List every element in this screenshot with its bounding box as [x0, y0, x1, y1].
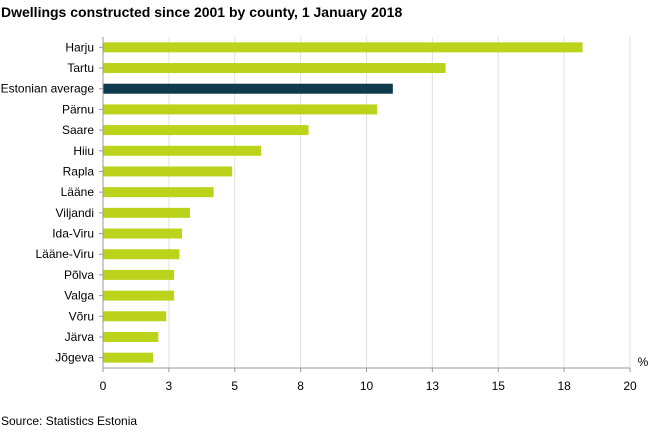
bar-valga: [103, 290, 175, 301]
category-label: Järva: [65, 330, 95, 344]
x-axis-unit-label: %: [638, 355, 649, 369]
x-tick-label: 15: [492, 379, 506, 393]
bar-ida-viru: [103, 228, 183, 239]
x-tick-label: 13: [426, 379, 440, 393]
category-label: Valga: [64, 289, 94, 303]
chart-title: Dwellings constructed since 2001 by coun…: [1, 4, 403, 20]
category-label: Ida-Viru: [52, 227, 94, 241]
category-label: Võru: [69, 309, 94, 323]
bar-l-ne: [103, 187, 214, 198]
gridlines: [168, 37, 631, 368]
bar-p-lva: [103, 269, 175, 280]
bar-chart: Harju Tartu Estonian average Pärnu Saare Hiiu…: [1, 37, 649, 393]
bars: [103, 42, 583, 363]
category-label: Hiiu: [73, 144, 94, 158]
x-tick-label: 18: [557, 379, 571, 393]
category-label: Tartu: [67, 61, 94, 75]
x-tick-label: 20: [623, 379, 637, 393]
x-tick-label: 0: [100, 379, 107, 393]
x-axis: 0 3 5 8 10 13 15 18 20: [100, 37, 637, 393]
bar-saare: [103, 125, 309, 136]
category-label: Lääne-Viru: [36, 247, 95, 261]
category-label: Jõgeva: [55, 351, 94, 365]
category-label: Viljandi: [56, 206, 94, 220]
category-label: Saare: [62, 123, 94, 137]
bar-v-ru: [103, 311, 167, 322]
category-label: Põlva: [64, 268, 94, 282]
bar-l-ne-viru: [103, 249, 180, 260]
x-tick-label: 3: [166, 379, 173, 393]
bar-viljandi: [103, 207, 190, 218]
source-note: Source: Statistics Estonia: [1, 414, 138, 428]
bar-tartu: [103, 63, 446, 74]
x-tick-label: 8: [297, 379, 304, 393]
bar-harju: [103, 42, 583, 53]
x-tick-label: 10: [360, 379, 374, 393]
bar-rapla: [103, 166, 233, 177]
bar-hiiu: [103, 145, 262, 156]
bar-estonian-average: [103, 83, 393, 94]
category-label: Estonian average: [1, 82, 95, 96]
category-label: Rapla: [63, 164, 95, 178]
category-labels: Harju Tartu Estonian average Pärnu Saare Hiiu…: [1, 40, 103, 365]
bar-j-rva: [103, 331, 159, 342]
x-tick-label: 5: [231, 379, 238, 393]
category-label: Lääne: [61, 185, 95, 199]
category-label: Harju: [65, 40, 94, 54]
bar-p-rnu: [103, 104, 378, 115]
bar-j-geva: [103, 352, 154, 363]
category-label: Pärnu: [62, 102, 94, 116]
